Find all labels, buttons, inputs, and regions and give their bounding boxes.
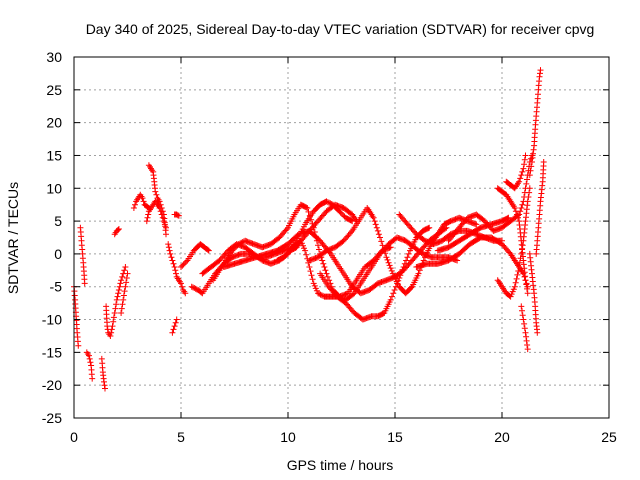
y-tick-label: 15 xyxy=(46,147,62,163)
series-track-21 xyxy=(306,205,480,297)
data-point-markers xyxy=(77,224,88,287)
data-point-markers xyxy=(413,234,531,290)
y-tick-label: 30 xyxy=(46,49,62,65)
y-tick-label: -15 xyxy=(42,344,62,360)
data-point-markers xyxy=(434,214,512,254)
x-axis-ticks: 0 5 10 15 20 25 xyxy=(70,57,617,445)
data-point-markers xyxy=(503,152,529,192)
data-point-markers xyxy=(533,159,547,257)
series-track-13 xyxy=(169,316,180,336)
y-tick-label: 5 xyxy=(54,213,62,229)
series-track-04 xyxy=(98,355,108,392)
data-point-markers xyxy=(111,226,122,238)
data-point-markers xyxy=(171,211,182,219)
series-track-17 xyxy=(210,201,394,300)
data-point-markers xyxy=(130,191,152,211)
y-axis-label: SDTVAR / TECUs xyxy=(5,182,21,294)
series-track-29 xyxy=(518,303,531,353)
series-track-05 xyxy=(103,264,129,339)
data-point-markers xyxy=(143,198,169,231)
data-point-markers xyxy=(445,152,535,244)
y-tick-label: -5 xyxy=(50,279,63,295)
plot-frame xyxy=(73,56,610,419)
series-track-08 xyxy=(130,191,152,211)
data-point-markers xyxy=(169,316,180,336)
series-track-10 xyxy=(143,198,169,231)
series-track-11 xyxy=(165,241,189,297)
series-track-25 xyxy=(445,152,535,244)
data-point-markers xyxy=(103,264,129,339)
x-tick-label: 15 xyxy=(387,429,403,445)
series-track-01 xyxy=(71,283,82,349)
x-tick-label: 25 xyxy=(601,429,617,445)
chart-title: Day 340 of 2025, Sidereal Day-to-day VTE… xyxy=(86,21,595,37)
series-track-32 xyxy=(533,159,547,257)
data-points xyxy=(71,67,547,392)
y-tick-label: -20 xyxy=(42,377,62,393)
series-track-14 xyxy=(178,241,212,270)
y-tick-label: 25 xyxy=(46,82,62,98)
series-track-06 xyxy=(111,226,122,238)
data-point-markers xyxy=(165,241,189,297)
data-point-markers xyxy=(526,67,544,179)
y-tick-label: -25 xyxy=(42,410,62,426)
data-point-markers xyxy=(118,270,131,316)
x-tick-label: 5 xyxy=(177,429,185,445)
series-track-07 xyxy=(118,270,131,316)
series-track-27 xyxy=(494,185,531,297)
x-axis-label: GPS time / hours xyxy=(287,457,394,473)
x-tick-label: 10 xyxy=(280,429,296,445)
y-tick-label: 20 xyxy=(46,115,62,131)
y-tick-label: -10 xyxy=(42,312,62,328)
data-point-markers xyxy=(526,250,541,336)
y-tick-label: 0 xyxy=(54,246,62,262)
y-tick-label: 10 xyxy=(46,180,62,196)
data-point-markers xyxy=(71,283,82,349)
x-tick-label: 20 xyxy=(494,429,510,445)
data-point-markers xyxy=(518,303,531,353)
data-point-markers xyxy=(83,349,96,382)
grid-lines xyxy=(74,57,609,418)
data-point-markers xyxy=(306,205,480,297)
data-point-markers xyxy=(494,185,531,297)
series-track-23 xyxy=(413,234,531,290)
series-track-28 xyxy=(503,152,529,192)
series-track-02 xyxy=(77,224,88,287)
y-axis-ticks: -25 -20 -15 -10 -5 0 5 10 15 20 25 30 xyxy=(42,49,609,426)
x-tick-label: 0 xyxy=(70,429,78,445)
data-point-markers xyxy=(178,241,212,270)
data-point-markers xyxy=(210,201,394,300)
series-track-03 xyxy=(83,349,96,382)
series-track-12 xyxy=(171,211,182,219)
series-track-31 xyxy=(526,250,541,336)
series-track-24 xyxy=(434,214,512,254)
data-point-markers xyxy=(98,355,108,392)
series-track-30 xyxy=(526,67,544,179)
